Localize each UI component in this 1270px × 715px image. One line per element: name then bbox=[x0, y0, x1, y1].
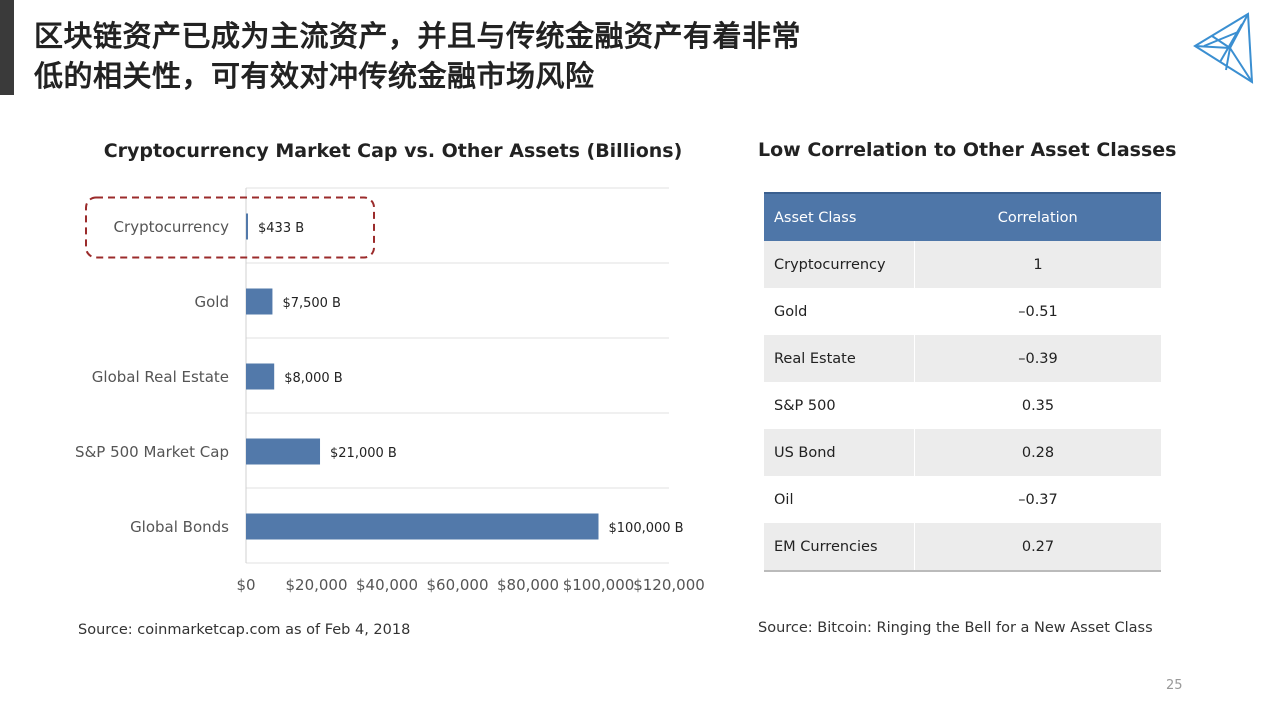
correlation-cell: –0.51 bbox=[914, 288, 1161, 335]
table-row: EM Currencies 0.27 bbox=[764, 523, 1161, 572]
correlation-table: Asset Class Correlation Cryptocurrency 1… bbox=[764, 192, 1161, 572]
correlation-cell: –0.39 bbox=[914, 335, 1161, 382]
table-row: Oil –0.37 bbox=[764, 476, 1161, 523]
x-tick-label: $40,000 bbox=[356, 576, 418, 594]
asset-class-cell: Gold bbox=[764, 288, 915, 335]
category-label: Gold bbox=[195, 293, 230, 311]
category-label: S&P 500 Market Cap bbox=[75, 443, 229, 461]
header-asset-class: Asset Class bbox=[764, 192, 915, 241]
x-tick-label: $60,000 bbox=[426, 576, 488, 594]
correlation-cell: 0.28 bbox=[914, 429, 1161, 476]
data-label: $8,000 B bbox=[284, 371, 343, 386]
bar bbox=[246, 363, 275, 390]
correlation-cell: –0.37 bbox=[914, 476, 1161, 523]
table-row: Cryptocurrency 1 bbox=[764, 241, 1161, 288]
category-label: Cryptocurrency bbox=[114, 218, 230, 236]
bar bbox=[246, 213, 248, 240]
asset-class-cell: US Bond bbox=[764, 429, 915, 476]
data-label: $7,500 B bbox=[282, 296, 341, 311]
table-header-row: Asset Class Correlation bbox=[764, 192, 1161, 241]
page-number: 25 bbox=[1166, 678, 1183, 693]
asset-class-cell: Real Estate bbox=[764, 335, 915, 382]
highlight-box bbox=[85, 196, 375, 259]
title-accent-bar bbox=[0, 0, 14, 95]
correlation-cell: 1 bbox=[914, 241, 1161, 288]
table-title: Low Correlation to Other Asset Classes bbox=[758, 139, 1177, 161]
table-row: Real Estate –0.39 bbox=[764, 335, 1161, 382]
asset-class-cell: Cryptocurrency bbox=[764, 241, 915, 288]
table-row: S&P 500 0.35 bbox=[764, 382, 1161, 429]
bar bbox=[246, 438, 321, 465]
x-tick-label: $80,000 bbox=[497, 576, 559, 594]
asset-class-cell: Oil bbox=[764, 476, 915, 523]
category-label: Global Real Estate bbox=[92, 368, 229, 386]
asset-class-cell: EM Currencies bbox=[764, 523, 915, 572]
slide-title: 区块链资产已成为主流资产，并且与传统金融资产有着非常低的相关性，可有效对冲传统金… bbox=[34, 19, 802, 93]
bar bbox=[246, 288, 273, 315]
data-label: $21,000 B bbox=[330, 446, 397, 461]
chart-source-note: Source: coinmarketcap.com as of Feb 4, 2… bbox=[78, 622, 411, 638]
x-tick-label: $20,000 bbox=[285, 576, 347, 594]
table-row: Gold –0.51 bbox=[764, 288, 1161, 335]
chart-title: Cryptocurrency Market Cap vs. Other Asse… bbox=[103, 140, 683, 162]
triangle-logo-icon bbox=[1193, 12, 1254, 84]
data-label: $100,000 B bbox=[609, 521, 684, 536]
header-correlation: Correlation bbox=[914, 192, 1161, 241]
correlation-cell: 0.27 bbox=[914, 523, 1161, 572]
market-cap-bar-chart: Cryptocurrency $433 B Gold $7,500 B Global R… bbox=[75, 187, 705, 594]
asset-class-cell: S&P 500 bbox=[764, 382, 915, 429]
bar bbox=[246, 513, 599, 540]
x-tick-label: $100,000 bbox=[563, 576, 635, 594]
correlation-cell: 0.35 bbox=[914, 382, 1161, 429]
category-label: Global Bonds bbox=[130, 518, 229, 536]
data-label: $433 B bbox=[258, 221, 304, 236]
table-row: US Bond 0.28 bbox=[764, 429, 1161, 476]
x-tick-label: $0 bbox=[236, 576, 255, 594]
x-tick-label: $120,000 bbox=[633, 576, 705, 594]
table-source-note: Source: Bitcoin: Ringing the Bell for a … bbox=[758, 620, 1153, 636]
